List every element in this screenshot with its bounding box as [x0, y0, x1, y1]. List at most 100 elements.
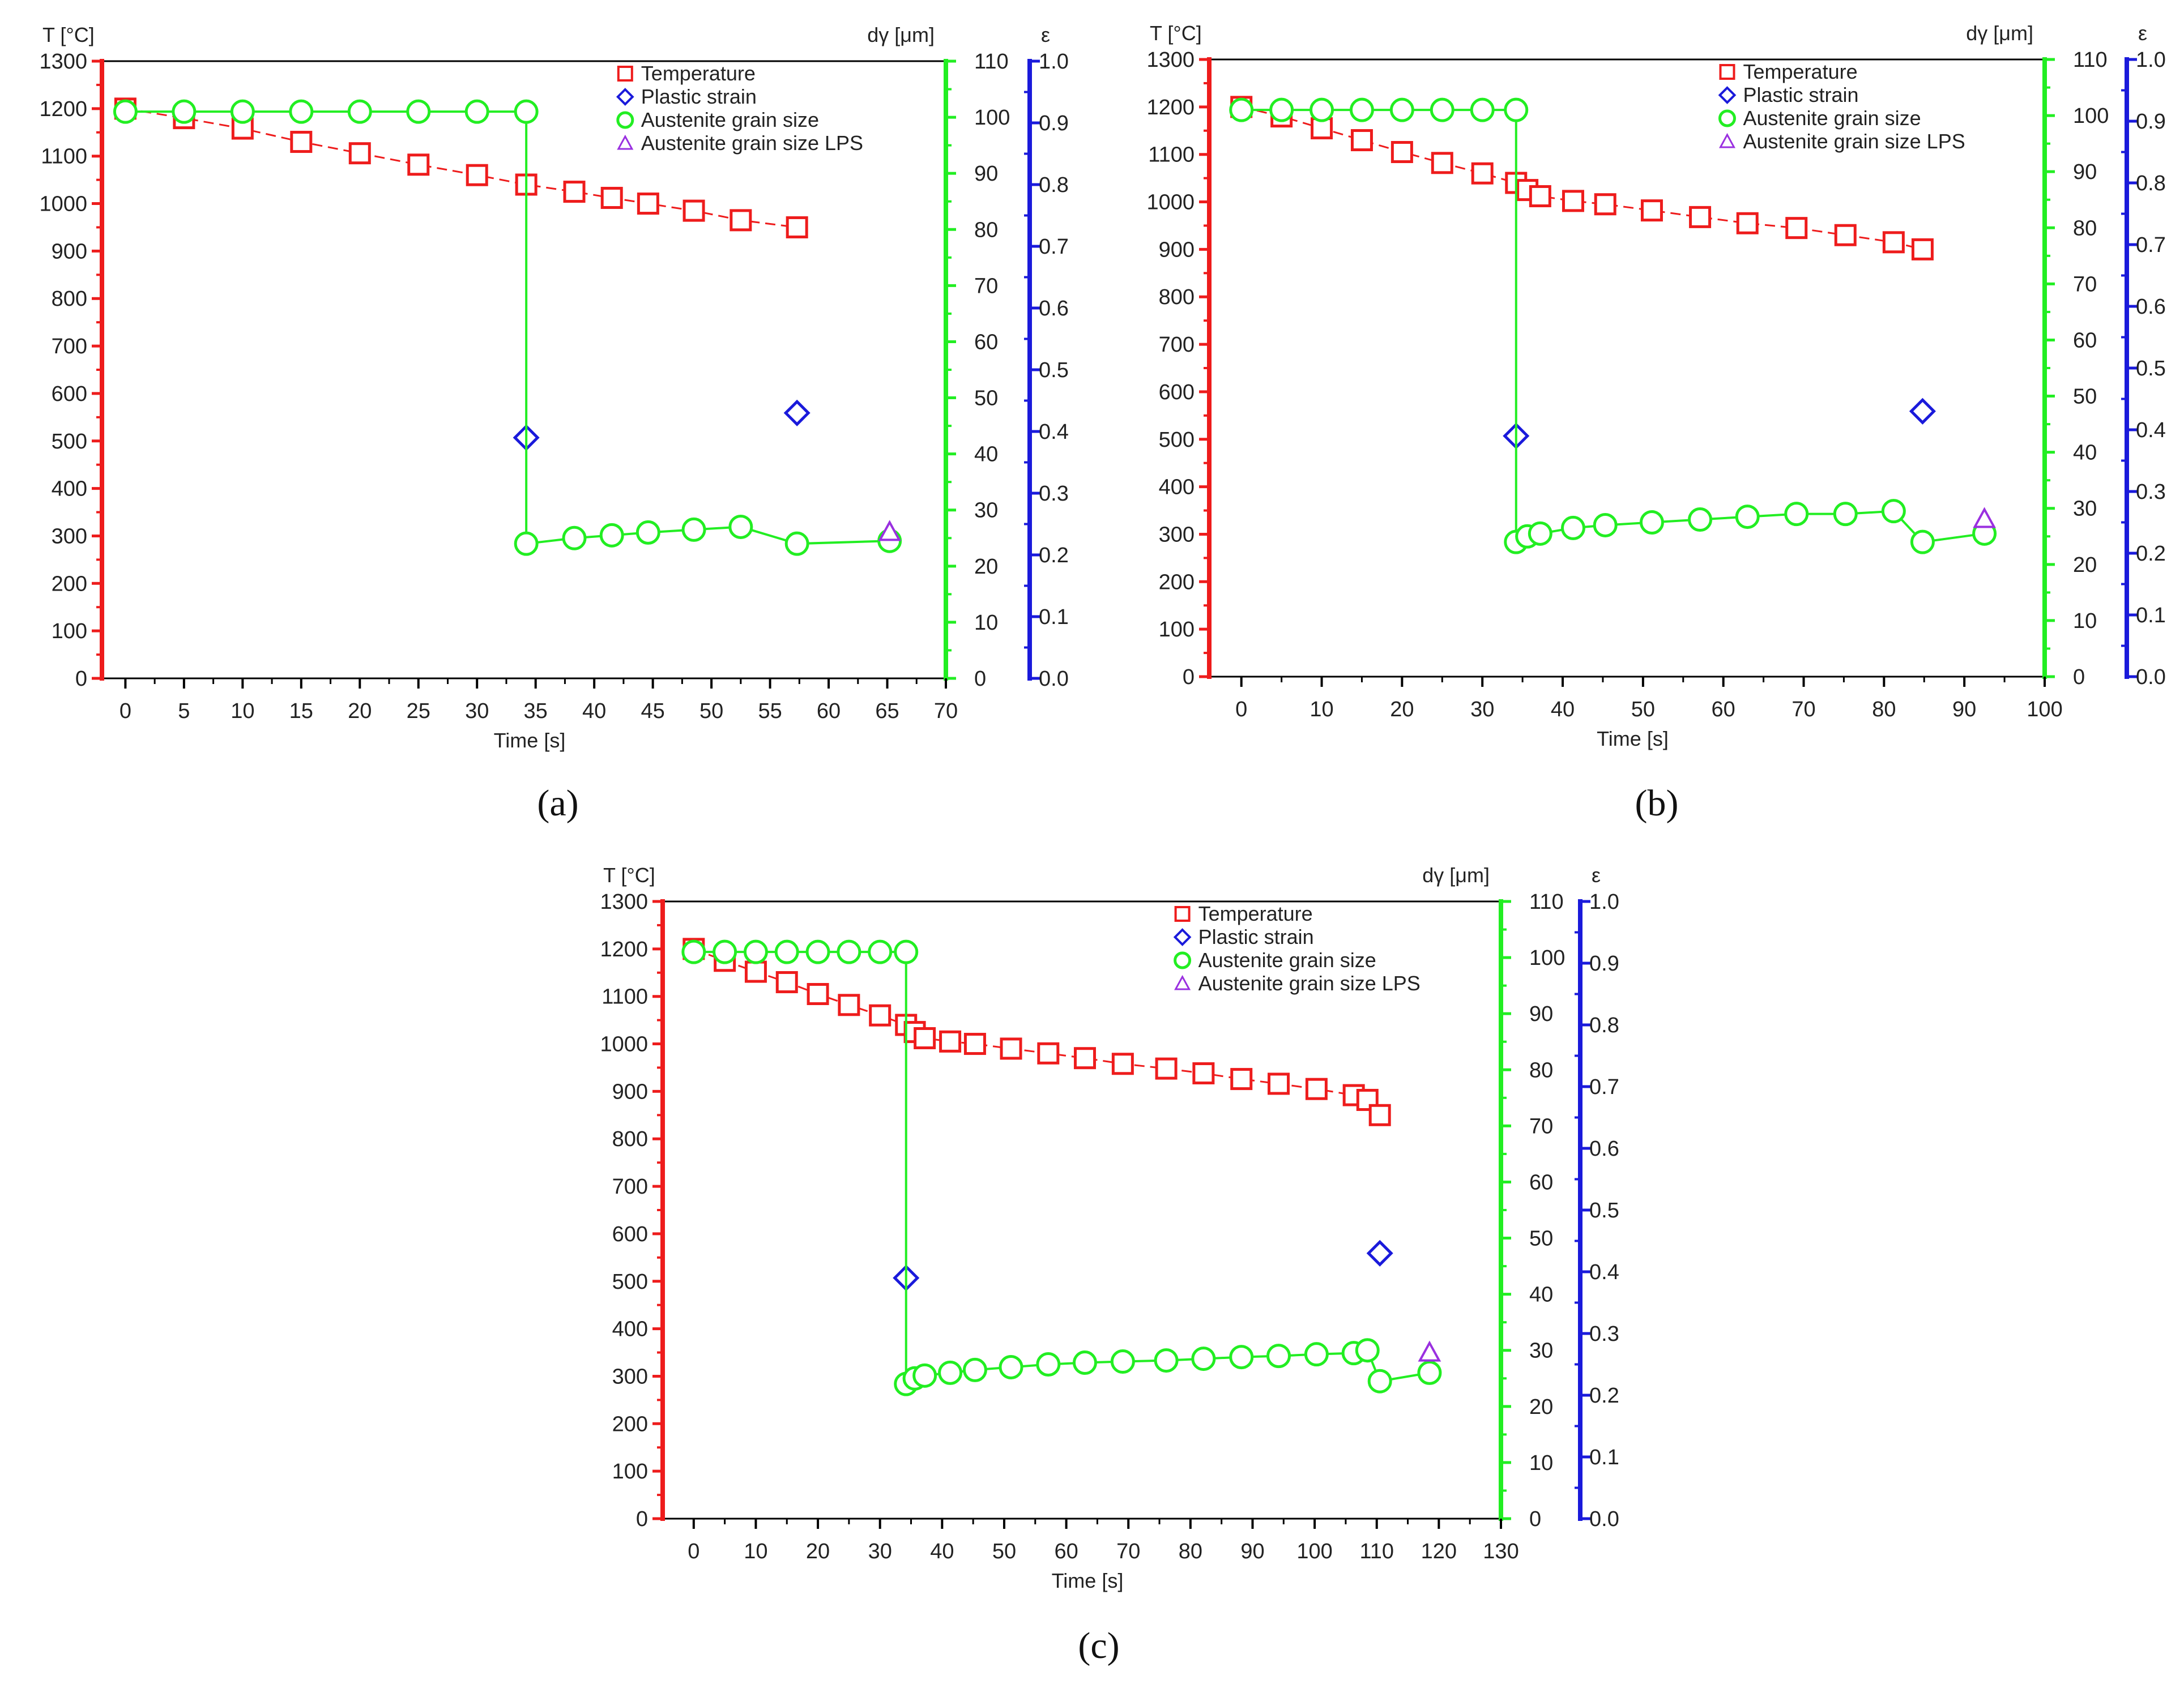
temperature-tick-label: 700	[1159, 333, 1195, 357]
legend-marker-plastic-strain	[1173, 928, 1192, 946]
strain-tick-label: 0.1	[1589, 1446, 1619, 1469]
data-point-austenite-grain-size	[868, 939, 893, 964]
temperature-tick-label: 100	[612, 1460, 648, 1484]
temperature-tick-label: 1200	[39, 97, 87, 121]
data-point-austenite-grain-size-lps	[1973, 507, 1997, 528]
legend-label: Plastic strain	[1198, 925, 1314, 948]
data-point-temperature	[1268, 1072, 1290, 1095]
temperature-tick-label: 600	[1159, 381, 1195, 404]
data-point-austenite-grain-size	[1528, 521, 1552, 546]
strain-tick-label: 0.0	[1039, 667, 1069, 691]
strain-tick-label: 0.5	[1039, 358, 1069, 382]
x-tick-label: 10	[231, 699, 254, 723]
grain-size-tick-label: 30	[1529, 1339, 1553, 1363]
data-point-austenite-grain-size	[172, 99, 197, 124]
x-tick-label: 5	[178, 699, 190, 723]
x-tick-label: 120	[1421, 1540, 1457, 1563]
grain-size-tick-label: 20	[1529, 1395, 1553, 1419]
temperature-tick-label: 500	[612, 1270, 648, 1294]
grain-size-tick-label: 90	[974, 162, 998, 186]
data-point-austenite-grain-size	[784, 531, 809, 556]
data-point-austenite-grain-size	[1833, 502, 1858, 527]
legend-label: Austenite grain size	[1198, 948, 1376, 972]
strain-axis-title: ε	[1041, 23, 1050, 46]
x-tick-label: 60	[1054, 1540, 1078, 1563]
grain-size-tick-label: 50	[2073, 385, 2097, 409]
x-tick-label: 70	[934, 699, 958, 723]
chart-panel-c: 0100200300400500600700800900100011001200…	[600, 864, 1619, 1666]
strain-tick-label: 0.0	[1589, 1507, 1619, 1531]
panel-label: (a)	[537, 783, 578, 824]
temperature-tick-label: 800	[1159, 285, 1195, 309]
data-point-austenite-grain-size	[1036, 1352, 1061, 1377]
grain-size-tick-label: 70	[1529, 1114, 1553, 1138]
grain-size-tick-label: 30	[974, 499, 998, 523]
legend-label: Temperature	[1198, 902, 1313, 925]
panel-label: (b)	[1635, 783, 1679, 824]
strain-tick-label: 0.7	[2136, 233, 2166, 257]
strain-tick-label: 0.2	[2136, 542, 2166, 566]
strain-axis-title: ε	[2138, 22, 2147, 45]
data-point-temperature	[963, 1033, 986, 1055]
temperature-tick-label: 1300	[600, 890, 648, 914]
grain-size-tick-label: 0	[1529, 1507, 1541, 1531]
data-point-austenite-grain-size	[728, 514, 753, 539]
data-point-austenite-grain-size-lps	[1418, 1340, 1441, 1362]
data-point-temperature	[1882, 231, 1905, 254]
temperature-tick-label: 500	[52, 430, 87, 454]
strain-tick-label: 0.4	[1589, 1260, 1619, 1284]
data-point-temperature	[1000, 1037, 1022, 1060]
x-tick-label: 30	[465, 699, 489, 723]
grain-size-tick-label: 10	[974, 611, 998, 635]
grain-size-tick-label: 110	[974, 50, 1009, 74]
temperature-tick-label: 900	[52, 240, 87, 263]
strain-tick-label: 0.9	[1589, 952, 1619, 976]
data-point-austenite-grain-size	[1910, 529, 1935, 554]
x-tick-label: 20	[806, 1540, 830, 1563]
x-tick-label: 0	[1235, 698, 1247, 721]
data-point-austenite-grain-size	[1110, 1349, 1135, 1374]
legend-marker-grain-size-lps	[617, 134, 634, 150]
grain-size-tick-label: 0	[2073, 665, 2085, 689]
data-point-temperature	[1305, 1078, 1328, 1100]
x-tick-label: 60	[817, 699, 841, 723]
grain-size-axis-title: dγ [μm]	[867, 23, 935, 46]
legend-label: Plastic strain	[1743, 83, 1859, 106]
temperature-tick-label: 0	[1183, 665, 1195, 689]
data-point-austenite-grain-size	[681, 939, 706, 964]
temperature-tick-label: 200	[52, 572, 87, 596]
grain-size-tick-label: 100	[1529, 946, 1565, 970]
data-point-austenite-grain-size	[464, 99, 489, 124]
legend-label: Austenite grain size LPS	[641, 131, 863, 155]
strain-tick-label: 0.6	[1589, 1137, 1619, 1161]
data-point-austenite-grain-size	[1191, 1347, 1216, 1371]
grain-size-tick-label: 70	[2073, 272, 2097, 296]
data-point-austenite-grain-size	[1269, 97, 1294, 122]
temperature-tick-label: 800	[52, 287, 87, 311]
data-point-austenite-grain-size	[599, 523, 624, 548]
data-point-temperature	[1562, 190, 1584, 212]
temperature-tick-label: 1000	[600, 1033, 648, 1057]
data-point-temperature	[1785, 217, 1808, 240]
data-point-austenite-grain-size	[1417, 1360, 1442, 1385]
data-point-temperature	[744, 960, 767, 983]
legend-marker-grain-size-lps	[1718, 133, 1736, 148]
grain-size-axis-title: dγ [μm]	[1422, 864, 1490, 887]
data-point-temperature	[1390, 141, 1413, 163]
x-tick-label: 90	[1240, 1540, 1264, 1563]
data-point-temperature	[1192, 1062, 1215, 1085]
x-tick-label: 10	[1309, 698, 1333, 721]
data-point-temperature	[838, 994, 860, 1016]
data-point-austenite-grain-size	[805, 939, 830, 964]
data-point-temperature	[1431, 152, 1453, 174]
grain-size-tick-label: 80	[974, 218, 998, 242]
x-axis-title: Time [s]	[494, 729, 566, 752]
data-point-austenite-grain-size	[713, 939, 737, 964]
data-point-austenite-grain-size	[1154, 1348, 1179, 1373]
temperature-tick-label: 1200	[600, 938, 648, 961]
x-tick-label: 30	[868, 1540, 892, 1563]
strain-tick-label: 0.7	[1039, 235, 1069, 259]
